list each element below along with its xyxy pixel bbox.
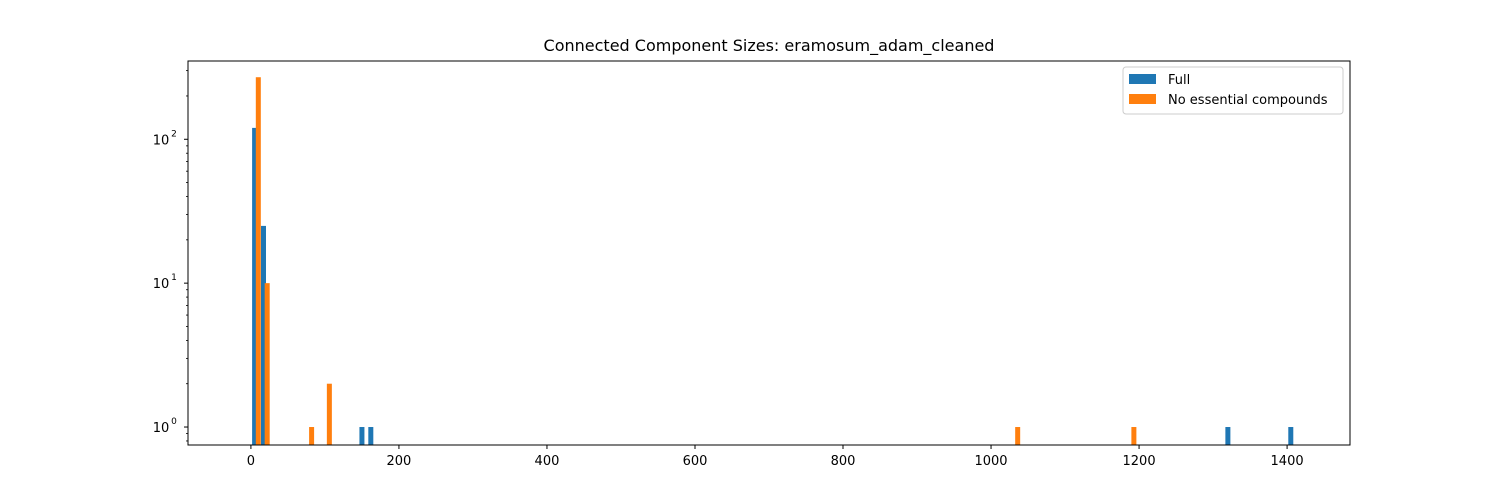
bar-full-2 <box>359 427 365 445</box>
y-tick-exponent: 2 <box>171 129 177 139</box>
bar-full-4 <box>1225 427 1231 445</box>
legend: Full No essential compounds <box>1122 66 1344 115</box>
y-tick-label: 10 <box>153 133 170 148</box>
legend-swatch-no-essential <box>1129 94 1156 104</box>
bar-no-essential-1 <box>264 283 270 445</box>
y-tick-exponent: 0 <box>171 417 177 427</box>
x-tick-label: 200 <box>387 454 412 469</box>
x-tick-label: 0 <box>247 454 255 469</box>
bar-no-essential-5 <box>1131 427 1137 445</box>
bars-layer <box>252 77 1294 445</box>
legend-box <box>1122 66 1344 115</box>
x-tick-label: 1400 <box>1271 454 1304 469</box>
x-tick-label: 600 <box>683 454 708 469</box>
legend-swatch-full <box>1129 74 1156 84</box>
x-tick-label: 1000 <box>974 454 1007 469</box>
y-tick-label: 10 <box>153 277 170 292</box>
bar-no-essential-0 <box>255 77 261 445</box>
bar-no-essential-3 <box>326 383 332 445</box>
x-tick-label: 400 <box>535 454 560 469</box>
bar-full-1 <box>260 225 266 445</box>
x-tick-label: 1200 <box>1123 454 1156 469</box>
bar-no-essential-2 <box>309 427 315 445</box>
y-tick-exponent: 1 <box>171 273 177 283</box>
chart-title: Connected Component Sizes: eramosum_adam… <box>544 36 995 56</box>
bar-full-5 <box>1288 427 1294 445</box>
legend-label-full: Full <box>1168 73 1190 88</box>
bar-no-essential-4 <box>1015 427 1021 445</box>
bar-full-3 <box>368 427 374 445</box>
plot-frame <box>187 60 1351 446</box>
y-tick-label: 10 <box>153 421 170 436</box>
x-tick-label: 800 <box>831 454 856 469</box>
legend-label-no-essential: No essential compounds <box>1168 93 1328 108</box>
bar-full-0 <box>252 127 258 445</box>
